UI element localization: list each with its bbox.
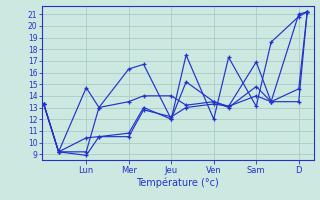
X-axis label: Température (°c): Température (°c) — [136, 177, 219, 188]
